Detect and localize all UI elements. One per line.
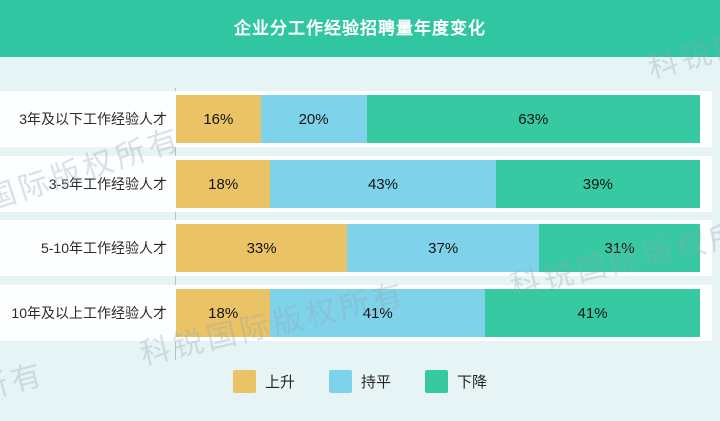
stacked-bar: 18% 41% 41% [176, 289, 700, 337]
segment-value-label: 39% [582, 175, 613, 193]
bar-segment-持平: 43% [270, 160, 496, 208]
chart-title-banner: 企业分工作经验招聘量年度变化 [0, 0, 720, 57]
bar-segment-下降: 31% [539, 224, 700, 272]
legend-item-下降: 下降 [425, 370, 487, 393]
segment-value-label: 41% [362, 304, 393, 322]
segment-value-label: 18% [208, 304, 239, 322]
bar-segment-上升: 18% [176, 289, 271, 337]
segment-value-label: 31% [604, 239, 635, 257]
segment-value-label: 20% [298, 110, 329, 128]
bar-segment-上升: 16% [176, 95, 261, 143]
stacked-bar: 33% 37% 31% [176, 224, 700, 272]
chart-title: 企业分工作经验招聘量年度变化 [234, 19, 486, 38]
legend-swatch [328, 370, 352, 393]
legend-swatch [232, 370, 256, 393]
bar-segment-上升: 18% [176, 160, 271, 208]
bar-segment-持平: 37% [347, 224, 540, 272]
segment-value-label: 63% [518, 110, 549, 128]
bar-segment-持平: 20% [260, 95, 367, 143]
bar-segment-上升: 33% [176, 224, 348, 272]
segment-value-label: 43% [367, 175, 398, 193]
category-label: 3-5年工作经验人才 [48, 176, 167, 192]
segment-value-label: 33% [246, 239, 277, 257]
category-label: 10年及以上工作经验人才 [11, 305, 167, 321]
stacked-bar: 18% 43% 39% [176, 160, 700, 208]
segment-value-label: 37% [428, 239, 459, 257]
bar-segment-下降: 39% [495, 160, 700, 208]
bar-segment-下降: 63% [366, 95, 700, 143]
legend-swatch [425, 370, 448, 393]
segment-value-label: 41% [577, 304, 608, 322]
legend-label: 持平 [360, 374, 391, 391]
chart-legend: 上升 持平 下降 [0, 370, 720, 393]
segment-value-label: 18% [208, 175, 239, 193]
legend-item-持平: 持平 [328, 370, 391, 393]
legend-item-上升: 上升 [232, 370, 295, 393]
legend-label: 下降 [457, 374, 488, 391]
stacked-bar: 16% 20% 63% [176, 95, 700, 143]
segment-value-label: 16% [203, 110, 234, 128]
category-label: 5-10年工作经验人才 [40, 240, 167, 256]
bar-segment-持平: 41% [270, 289, 486, 337]
bar-segment-下降: 41% [485, 289, 700, 337]
legend-label: 上升 [264, 374, 295, 391]
category-label: 3年及以下工作经验人才 [19, 111, 167, 127]
